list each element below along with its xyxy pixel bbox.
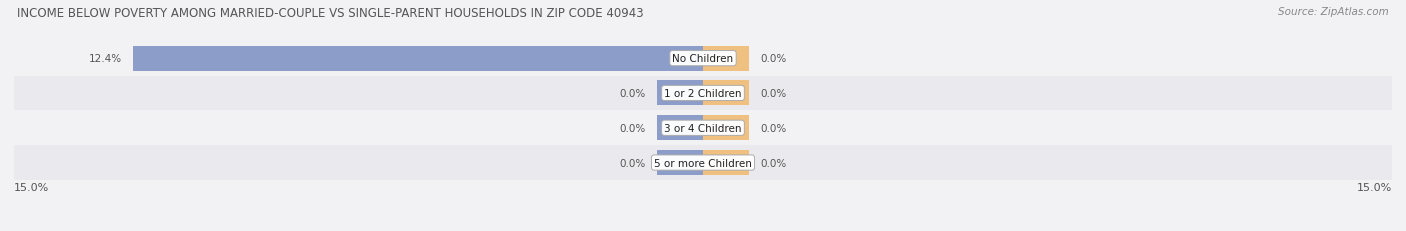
Bar (703, 116, 749, 141)
Text: 0.0%: 0.0% (619, 123, 645, 133)
Text: 0.0%: 0.0% (619, 88, 645, 99)
Bar (657, 116, 703, 141)
Bar (14, 111, 1392, 146)
Text: 0.0%: 0.0% (761, 123, 787, 133)
Bar (134, 46, 703, 71)
Text: 0.0%: 0.0% (761, 54, 787, 64)
Bar (703, 150, 749, 175)
Bar (14, 146, 1392, 180)
Text: No Children: No Children (672, 54, 734, 64)
Text: 12.4%: 12.4% (89, 54, 122, 64)
Bar (14, 42, 1392, 76)
Text: 0.0%: 0.0% (761, 88, 787, 99)
Text: Source: ZipAtlas.com: Source: ZipAtlas.com (1278, 7, 1389, 17)
Bar (657, 81, 703, 106)
Text: 5 or more Children: 5 or more Children (654, 158, 752, 168)
Text: 1 or 2 Children: 1 or 2 Children (664, 88, 742, 99)
Text: 0.0%: 0.0% (619, 158, 645, 168)
Bar (703, 81, 749, 106)
Text: 0.0%: 0.0% (761, 158, 787, 168)
Text: 3 or 4 Children: 3 or 4 Children (664, 123, 742, 133)
Bar (14, 76, 1392, 111)
Text: 15.0%: 15.0% (1357, 182, 1392, 192)
Text: INCOME BELOW POVERTY AMONG MARRIED-COUPLE VS SINGLE-PARENT HOUSEHOLDS IN ZIP COD: INCOME BELOW POVERTY AMONG MARRIED-COUPL… (17, 7, 644, 20)
Bar (703, 46, 749, 71)
Bar (657, 150, 703, 175)
Text: 15.0%: 15.0% (14, 182, 49, 192)
